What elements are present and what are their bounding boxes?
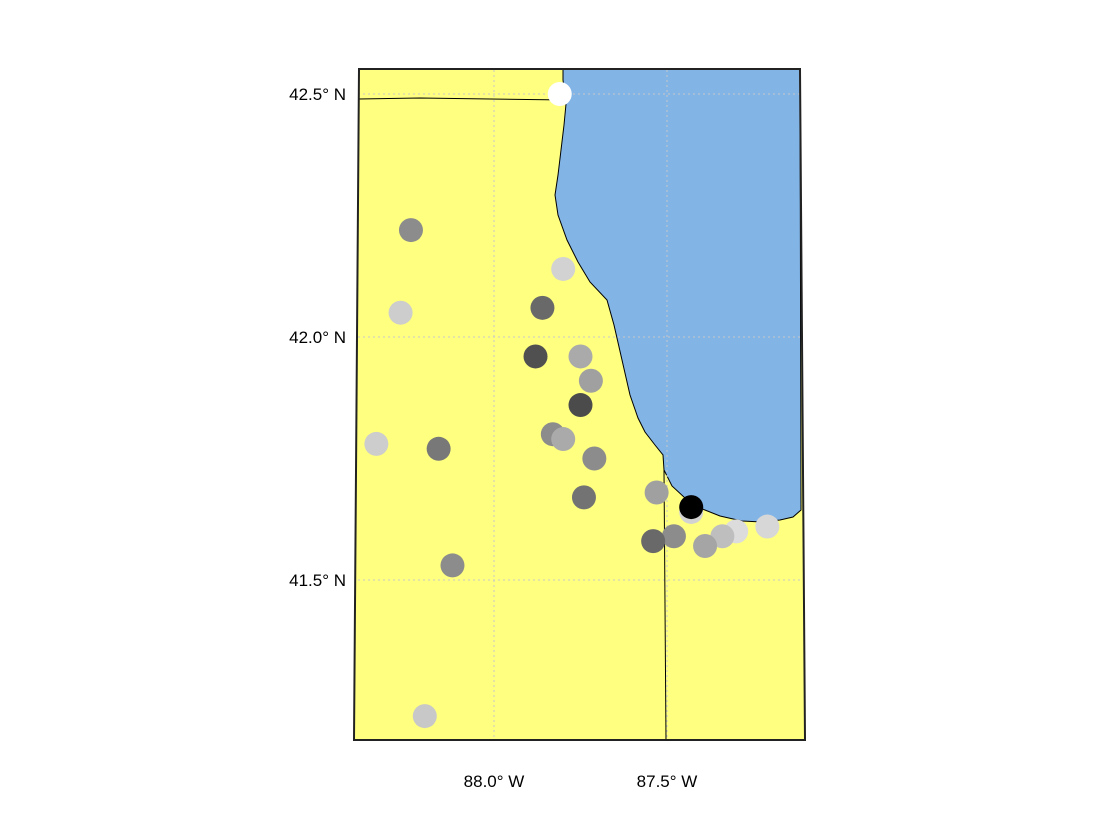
station-marker: [530, 295, 555, 320]
station-marker: [551, 256, 576, 281]
station-marker: [679, 495, 704, 520]
lat-tick-label: 41.5° N: [289, 571, 346, 590]
station-marker: [571, 485, 596, 510]
station-markers: [364, 82, 780, 729]
lat-tick-label: 42.0° N: [289, 328, 346, 347]
station-marker: [755, 514, 780, 539]
station-marker: [440, 553, 465, 578]
station-marker: [578, 368, 603, 393]
station-marker: [641, 529, 666, 554]
station-marker: [568, 393, 593, 418]
station-marker: [388, 300, 413, 325]
state-border-indiana: [663, 469, 667, 741]
station-marker: [568, 344, 593, 369]
station-marker: [693, 533, 718, 558]
lon-tick-label: 88.0° W: [464, 772, 525, 791]
station-marker: [398, 218, 423, 243]
station-marker: [661, 524, 686, 549]
tick-labels: 42.5° N 42.0° N 41.5° N 88.0° W 87.5° W: [289, 85, 697, 791]
station-marker: [547, 82, 572, 106]
station-marker: [523, 344, 548, 369]
lon-tick-label: 87.5° W: [637, 772, 698, 791]
map-frame: [352, 68, 807, 741]
graticule: [358, 70, 802, 739]
lat-tick-label: 42.5° N: [289, 85, 346, 104]
station-marker: [644, 480, 669, 505]
station-marker: [412, 704, 437, 729]
station-marker: [582, 446, 607, 471]
station-marker: [426, 436, 451, 461]
state-border-wisconsin: [358, 97, 567, 101]
station-marker: [551, 427, 576, 452]
station-marker: [364, 431, 389, 456]
